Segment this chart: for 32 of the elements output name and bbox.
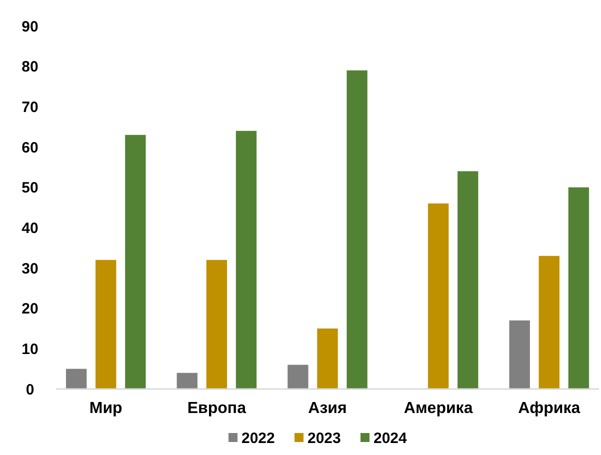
bar — [509, 320, 530, 389]
bar — [66, 368, 87, 389]
bar — [236, 130, 257, 389]
y-tick-label: 50 — [22, 180, 38, 197]
bar — [538, 256, 560, 389]
y-tick-label: 80 — [22, 58, 38, 76]
bar — [288, 364, 308, 389]
y-tick-label: 60 — [22, 139, 38, 156]
bar — [428, 203, 449, 389]
x-tick-label: Европа — [187, 400, 246, 417]
y-tick-label: 90 — [22, 18, 38, 36]
y-tick-label: 70 — [22, 98, 38, 116]
bar — [568, 187, 590, 389]
x-tick-label: Африка — [518, 400, 580, 417]
bar — [458, 171, 478, 389]
bar — [176, 372, 198, 389]
y-tick-label: 20 — [22, 300, 38, 318]
bar — [346, 70, 368, 389]
legend-label: 2022 — [242, 430, 275, 447]
y-tick-label: 40 — [22, 220, 38, 237]
x-tick-label: Мир — [89, 400, 123, 417]
x-tick-label: Азия — [308, 400, 347, 417]
y-tick-label: 0 — [26, 381, 34, 398]
bar — [125, 134, 146, 389]
bar — [317, 328, 338, 389]
legend-label: 2023 — [308, 430, 341, 447]
y-tick-label: 30 — [22, 260, 38, 278]
bar — [206, 260, 228, 389]
x-tick-label: Америка — [404, 400, 473, 417]
legend-label: 2024 — [374, 430, 408, 447]
y-tick-label: 10 — [22, 340, 38, 358]
bar — [96, 260, 116, 389]
